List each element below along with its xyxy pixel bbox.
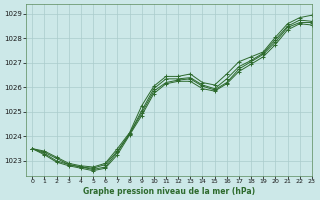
X-axis label: Graphe pression niveau de la mer (hPa): Graphe pression niveau de la mer (hPa) [83,187,255,196]
